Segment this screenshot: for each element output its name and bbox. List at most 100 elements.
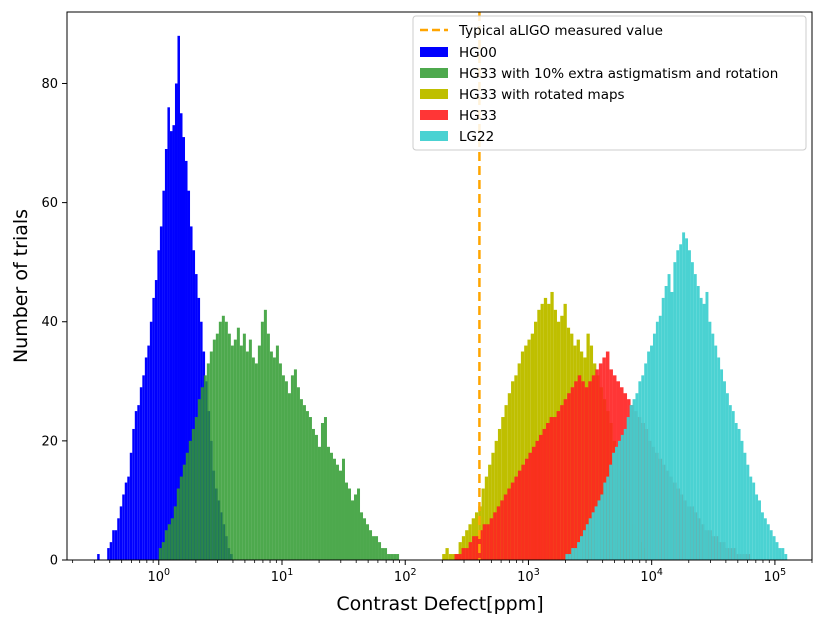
bar — [387, 554, 391, 560]
bar — [393, 554, 397, 560]
bar — [296, 387, 300, 560]
bar — [218, 321, 222, 560]
bar — [117, 518, 120, 560]
bar — [176, 488, 180, 560]
bar — [494, 440, 498, 560]
bar — [112, 530, 115, 560]
legend-swatch — [420, 110, 448, 120]
bar — [746, 464, 750, 560]
bar — [749, 476, 753, 560]
legend-label-vline: Typical aLIGO measured value — [458, 23, 663, 39]
bar — [109, 542, 113, 560]
bar — [594, 506, 598, 560]
bar — [676, 250, 680, 560]
bar — [638, 381, 642, 560]
bar — [233, 339, 237, 560]
y-tick-label: 60 — [41, 196, 58, 211]
bar — [187, 190, 191, 560]
bar — [317, 446, 321, 560]
bar — [170, 518, 174, 560]
bar — [468, 542, 473, 560]
bar — [149, 321, 153, 560]
bar — [147, 345, 150, 560]
bar — [491, 452, 495, 560]
bar — [760, 512, 764, 560]
bar — [320, 423, 324, 560]
bar — [302, 405, 306, 560]
bar — [179, 113, 183, 560]
bar — [682, 232, 686, 560]
bar — [517, 470, 522, 560]
bar — [351, 500, 354, 560]
bar — [158, 548, 162, 560]
bar — [731, 411, 735, 560]
bar — [263, 309, 267, 560]
bar — [284, 381, 288, 560]
bar — [728, 405, 732, 560]
bar — [784, 554, 788, 560]
bar — [335, 464, 339, 560]
bar — [517, 363, 521, 560]
bar — [723, 381, 726, 560]
bar — [609, 369, 613, 560]
bar — [658, 315, 662, 560]
bar — [503, 494, 508, 560]
bar — [348, 488, 351, 560]
bar — [174, 83, 178, 560]
bar — [242, 333, 246, 560]
bar — [650, 345, 653, 560]
bar — [375, 536, 379, 560]
bar — [609, 464, 613, 560]
bar — [190, 226, 193, 560]
bar — [378, 542, 382, 560]
bar — [366, 524, 370, 560]
bar — [588, 381, 592, 560]
bar — [763, 518, 767, 560]
bar — [574, 381, 578, 560]
bar — [489, 518, 494, 560]
bar — [530, 333, 535, 560]
bar — [635, 393, 639, 560]
bar — [605, 351, 610, 560]
bar — [345, 482, 348, 560]
bar — [224, 321, 228, 560]
bar — [568, 554, 572, 560]
bar — [314, 434, 318, 560]
bar — [341, 458, 345, 560]
x-tick-label: 105 — [764, 567, 787, 585]
bar — [154, 280, 158, 560]
bar — [194, 417, 198, 560]
bar — [448, 554, 453, 560]
bar — [644, 363, 648, 560]
bar — [299, 399, 303, 560]
bar — [354, 494, 358, 560]
bar — [137, 405, 140, 560]
bar — [338, 470, 342, 560]
bar — [209, 351, 213, 560]
bar — [278, 363, 282, 560]
bar — [540, 303, 544, 560]
legend-label: HG00 — [459, 45, 497, 61]
bar — [501, 417, 505, 560]
bar — [708, 321, 712, 560]
bar — [626, 417, 630, 560]
bar — [179, 476, 183, 560]
bar — [577, 375, 582, 560]
bar — [781, 548, 785, 560]
bar — [134, 411, 138, 560]
bar — [287, 393, 291, 560]
bar — [527, 339, 531, 560]
bar — [206, 363, 210, 560]
bar — [445, 548, 449, 560]
bar — [332, 458, 336, 560]
bar — [514, 375, 518, 560]
bar — [486, 524, 490, 560]
bar — [360, 512, 364, 560]
bar — [696, 286, 700, 560]
bar — [580, 536, 583, 560]
bar — [197, 399, 201, 560]
y-tick-label: 20 — [41, 434, 58, 449]
bar — [584, 387, 589, 560]
x-tick-label: 102 — [394, 567, 417, 585]
bar — [269, 351, 273, 560]
